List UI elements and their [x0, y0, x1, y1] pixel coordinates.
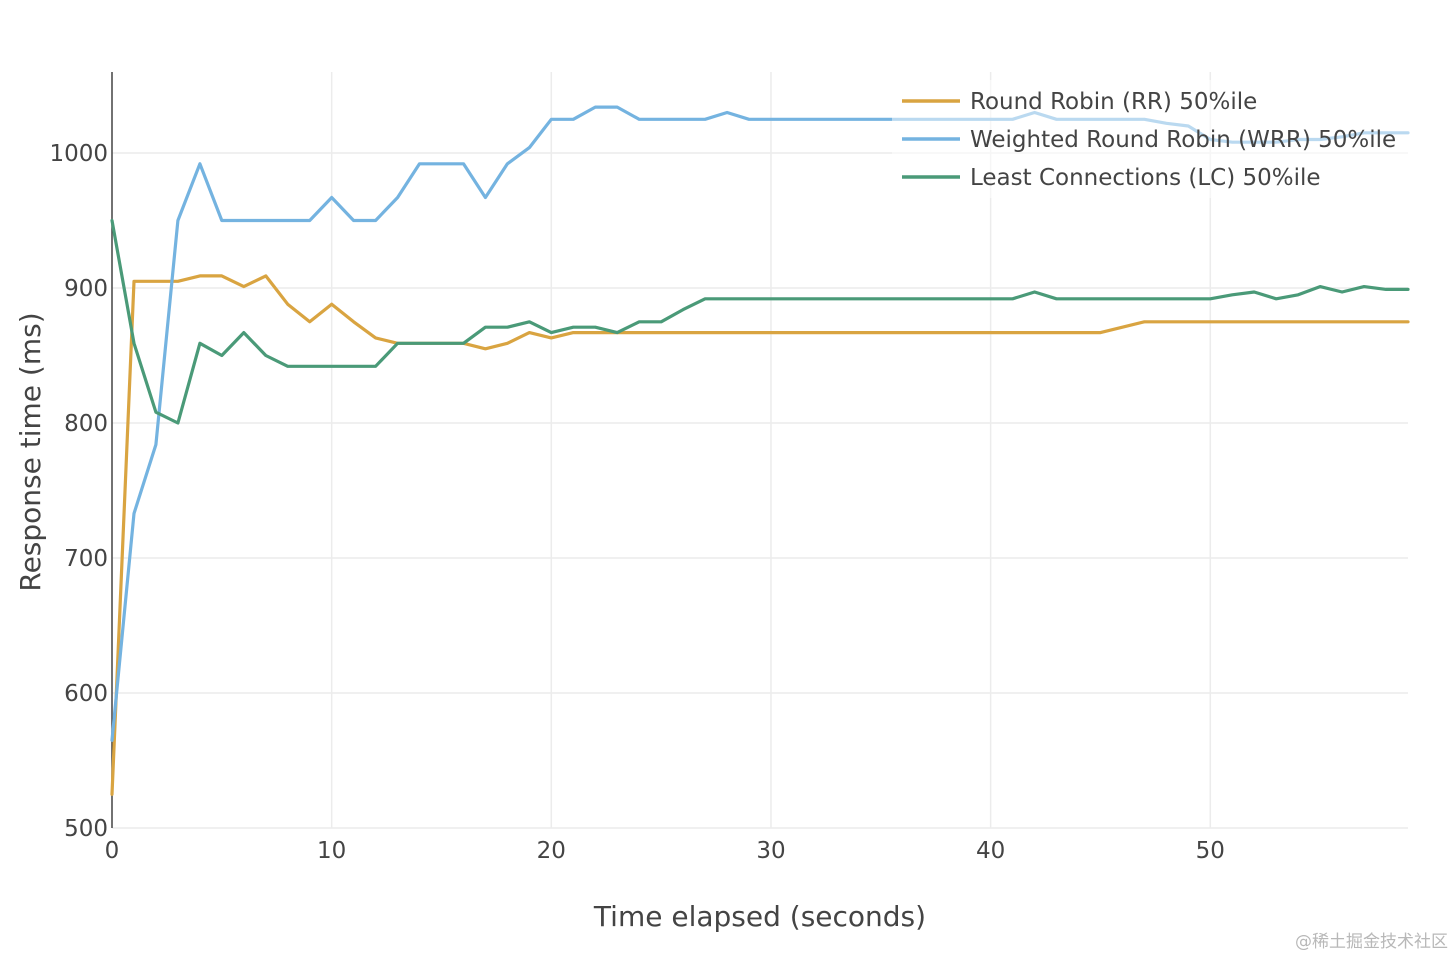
legend-label-3[interactable]: Least Connections (LC) 50%ile: [970, 165, 1321, 191]
legend-label-2[interactable]: Weighted Round Robin (WRR) 50%ile: [970, 127, 1396, 153]
x-axis: 0 10 20 30 40 50: [105, 838, 1225, 864]
y-tick-label: 600: [64, 681, 108, 707]
series-line-1[interactable]: [110, 274, 1410, 796]
x-tick-label: 40: [976, 838, 1005, 864]
series-lines: [110, 105, 1410, 796]
legend-label-1[interactable]: Round Robin (RR) 50%ile: [970, 89, 1257, 115]
y-axis-title: Response time (ms): [14, 312, 47, 591]
y-tick-label: 700: [64, 546, 108, 572]
x-axis-title: Time elapsed (seconds): [593, 900, 926, 933]
watermark: @稀土掘金技术社区: [1295, 932, 1448, 952]
legend[interactable]: Round Robin (RR) 50%ile Weighted Round Ro…: [892, 80, 1432, 198]
y-tick-label: 900: [64, 276, 108, 302]
x-tick-label: 50: [1196, 838, 1225, 864]
y-axis: 500 600 700 800 900 1000: [49, 72, 113, 842]
x-tick-label: 30: [756, 838, 785, 864]
x-tick-label: 0: [105, 838, 120, 864]
x-tick-label: 10: [317, 838, 346, 864]
x-tick-label: 20: [537, 838, 566, 864]
legend-background: [892, 80, 1432, 198]
series-line-3[interactable]: [110, 218, 1410, 425]
y-tick-label: 500: [64, 816, 108, 842]
y-tick-label: 1000: [49, 141, 108, 167]
y-tick-label: 800: [64, 411, 108, 437]
